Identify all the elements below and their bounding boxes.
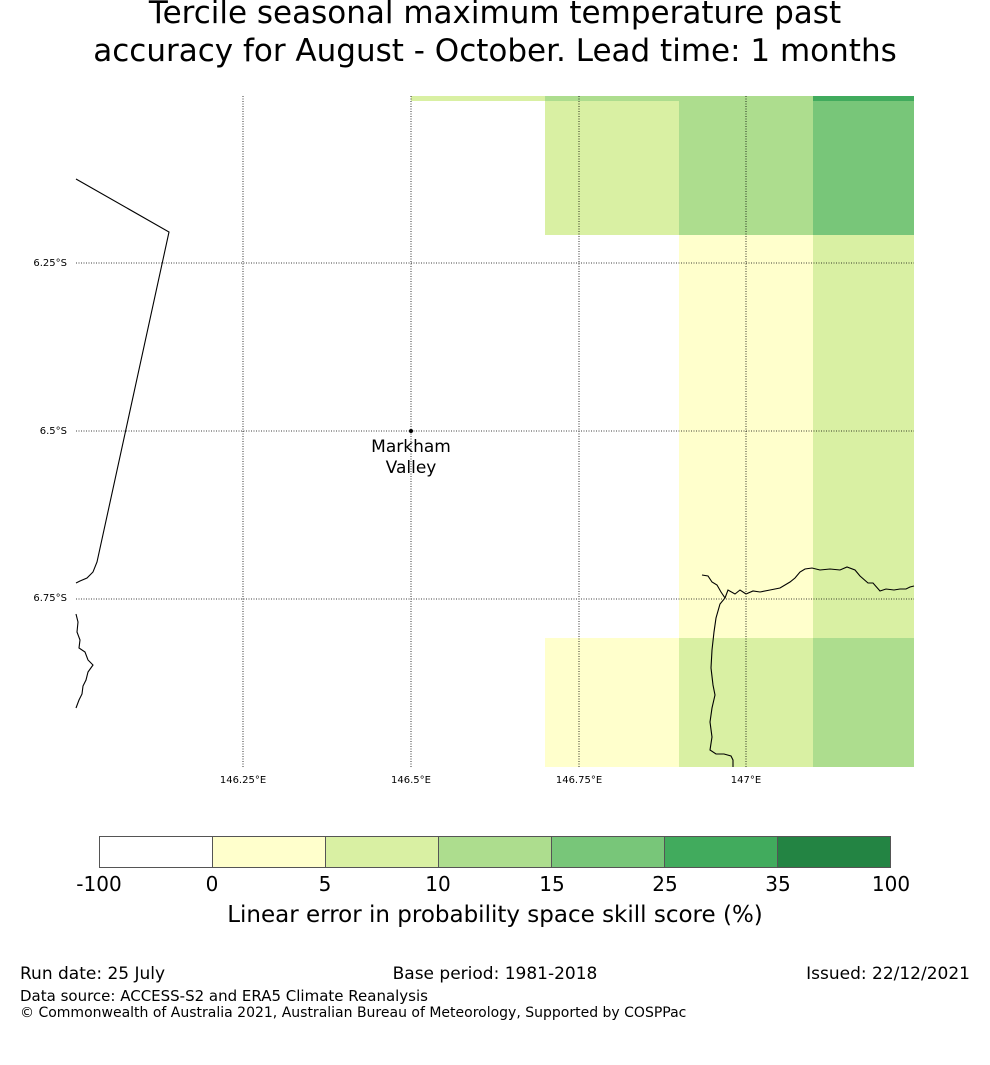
location-name-line-1: Markham xyxy=(371,437,451,457)
colorbar-tick: 15 xyxy=(539,872,565,896)
colorbar-segment xyxy=(665,837,778,867)
copyright-notice: © Commonwealth of Australia 2021, Austra… xyxy=(20,1005,687,1021)
grid-cell xyxy=(813,638,914,767)
lon-label: 146.75°E xyxy=(556,775,602,786)
colorbar-tick: 10 xyxy=(425,872,451,896)
colorbar-label: Linear error in probability space skill … xyxy=(227,902,763,928)
colorbar-segment xyxy=(778,837,890,867)
coastline-east-north xyxy=(724,566,915,599)
location-name-line-2: Valley xyxy=(386,458,437,478)
colorbar-segment xyxy=(100,837,213,867)
lat-label: 6.5°S xyxy=(40,426,67,437)
coastline-west xyxy=(75,613,94,709)
run-date: Run date: 25 July xyxy=(20,964,166,984)
base-period: Base period: 1981-2018 xyxy=(392,964,598,984)
colorbar-segment xyxy=(326,837,439,867)
title-line-2: accuracy for August - October. Lead time… xyxy=(93,33,897,69)
boundary-line xyxy=(75,178,170,584)
data-source: Data source: ACCESS-S2 and ERA5 Climate … xyxy=(20,987,428,1005)
coastline-east xyxy=(701,574,734,767)
grid-cell xyxy=(813,96,914,101)
colorbar-tick: 5 xyxy=(318,872,332,896)
lon-label: 146.25°E xyxy=(220,775,266,786)
grid-cell xyxy=(545,96,679,101)
colorbar-tick: -100 xyxy=(76,872,122,896)
colorbar-tick: 0 xyxy=(205,872,219,896)
issued-date: Issued: 22/12/2021 xyxy=(806,964,970,984)
grid-cell xyxy=(545,638,679,767)
skill-grid xyxy=(411,96,914,767)
colorbar xyxy=(99,836,891,868)
colorbar-segment xyxy=(439,837,552,867)
coastlines xyxy=(75,178,915,767)
colorbar-segment xyxy=(213,837,326,867)
colorbar-tick: 25 xyxy=(652,872,678,896)
lon-label: 146.5°E xyxy=(391,775,431,786)
colorbar-segment xyxy=(552,837,665,867)
location-marker xyxy=(409,429,413,433)
grid-cell xyxy=(679,638,813,767)
lat-label: 6.75°S xyxy=(33,593,67,604)
title-line-1: Tercile seasonal maximum temperature pas… xyxy=(148,0,842,31)
map-title: Tercile seasonal maximum temperature pas… xyxy=(0,0,990,70)
lon-label: 147°E xyxy=(731,775,761,786)
lat-label: 6.25°S xyxy=(33,258,67,269)
colorbar-tick: 35 xyxy=(765,872,791,896)
grid-cell xyxy=(679,101,813,235)
grid-cell xyxy=(813,101,914,235)
grid-cell xyxy=(545,101,679,235)
map-panel: 6.25°S 6.5°S 6.75°S 146.25°E 146.5°E 146… xyxy=(33,96,915,786)
colorbar-tick: 100 xyxy=(871,872,911,896)
grid-cell xyxy=(411,96,545,101)
grid-cell xyxy=(813,235,914,638)
